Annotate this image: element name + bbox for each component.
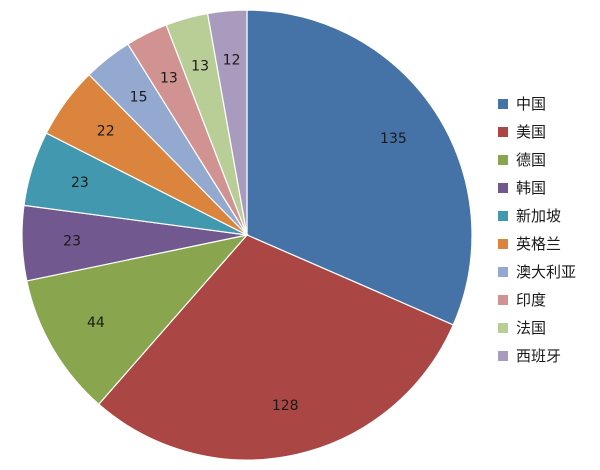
legend-label-0: 中国 [516,95,546,113]
legend-swatch-7 [498,295,508,305]
slice-value-label-8: 13 [191,58,209,74]
legend-label-4: 新加坡 [516,207,561,225]
legend-swatch-0 [498,99,508,109]
legend-swatch-2 [498,155,508,165]
slice-value-label-0: 135 [380,131,407,147]
legend-label-7: 印度 [516,291,546,309]
pie-slices [21,9,473,461]
slice-value-label-9: 12 [223,53,241,69]
legend-label-8: 法国 [516,319,546,337]
legend-label-3: 韩国 [516,179,546,197]
legend-swatch-1 [498,127,508,137]
slice-value-label-4: 23 [71,175,89,191]
pie-slice-1 [97,234,455,461]
pie-slice-0 [246,9,473,326]
slice-value-label-2: 44 [87,315,105,331]
slice-value-label-5: 22 [97,124,115,140]
pie-data-labels: 135 128 44 23 23 22 15 13 13 12 [63,53,407,414]
legend-swatch-6 [498,267,508,277]
slice-value-label-7: 13 [160,70,178,86]
legend-label-9: 西班牙 [516,347,561,365]
legend-swatch-8 [498,323,508,333]
legend-label-6: 澳大利亚 [516,263,576,281]
slice-value-label-6: 15 [130,90,148,106]
slice-value-label-1: 128 [272,398,299,414]
pie-slice-9 [206,9,248,236]
legend-label-5: 英格兰 [516,235,561,253]
legend-label-1: 美国 [516,123,546,141]
slice-value-label-3: 23 [63,233,81,249]
legend-swatch-5 [498,239,508,249]
legend-swatch-3 [498,183,508,193]
legend-swatch-9 [498,351,508,361]
legend-label-2: 德国 [516,151,546,169]
legend-swatch-4 [498,211,508,221]
pie-slice-2 [26,234,249,406]
